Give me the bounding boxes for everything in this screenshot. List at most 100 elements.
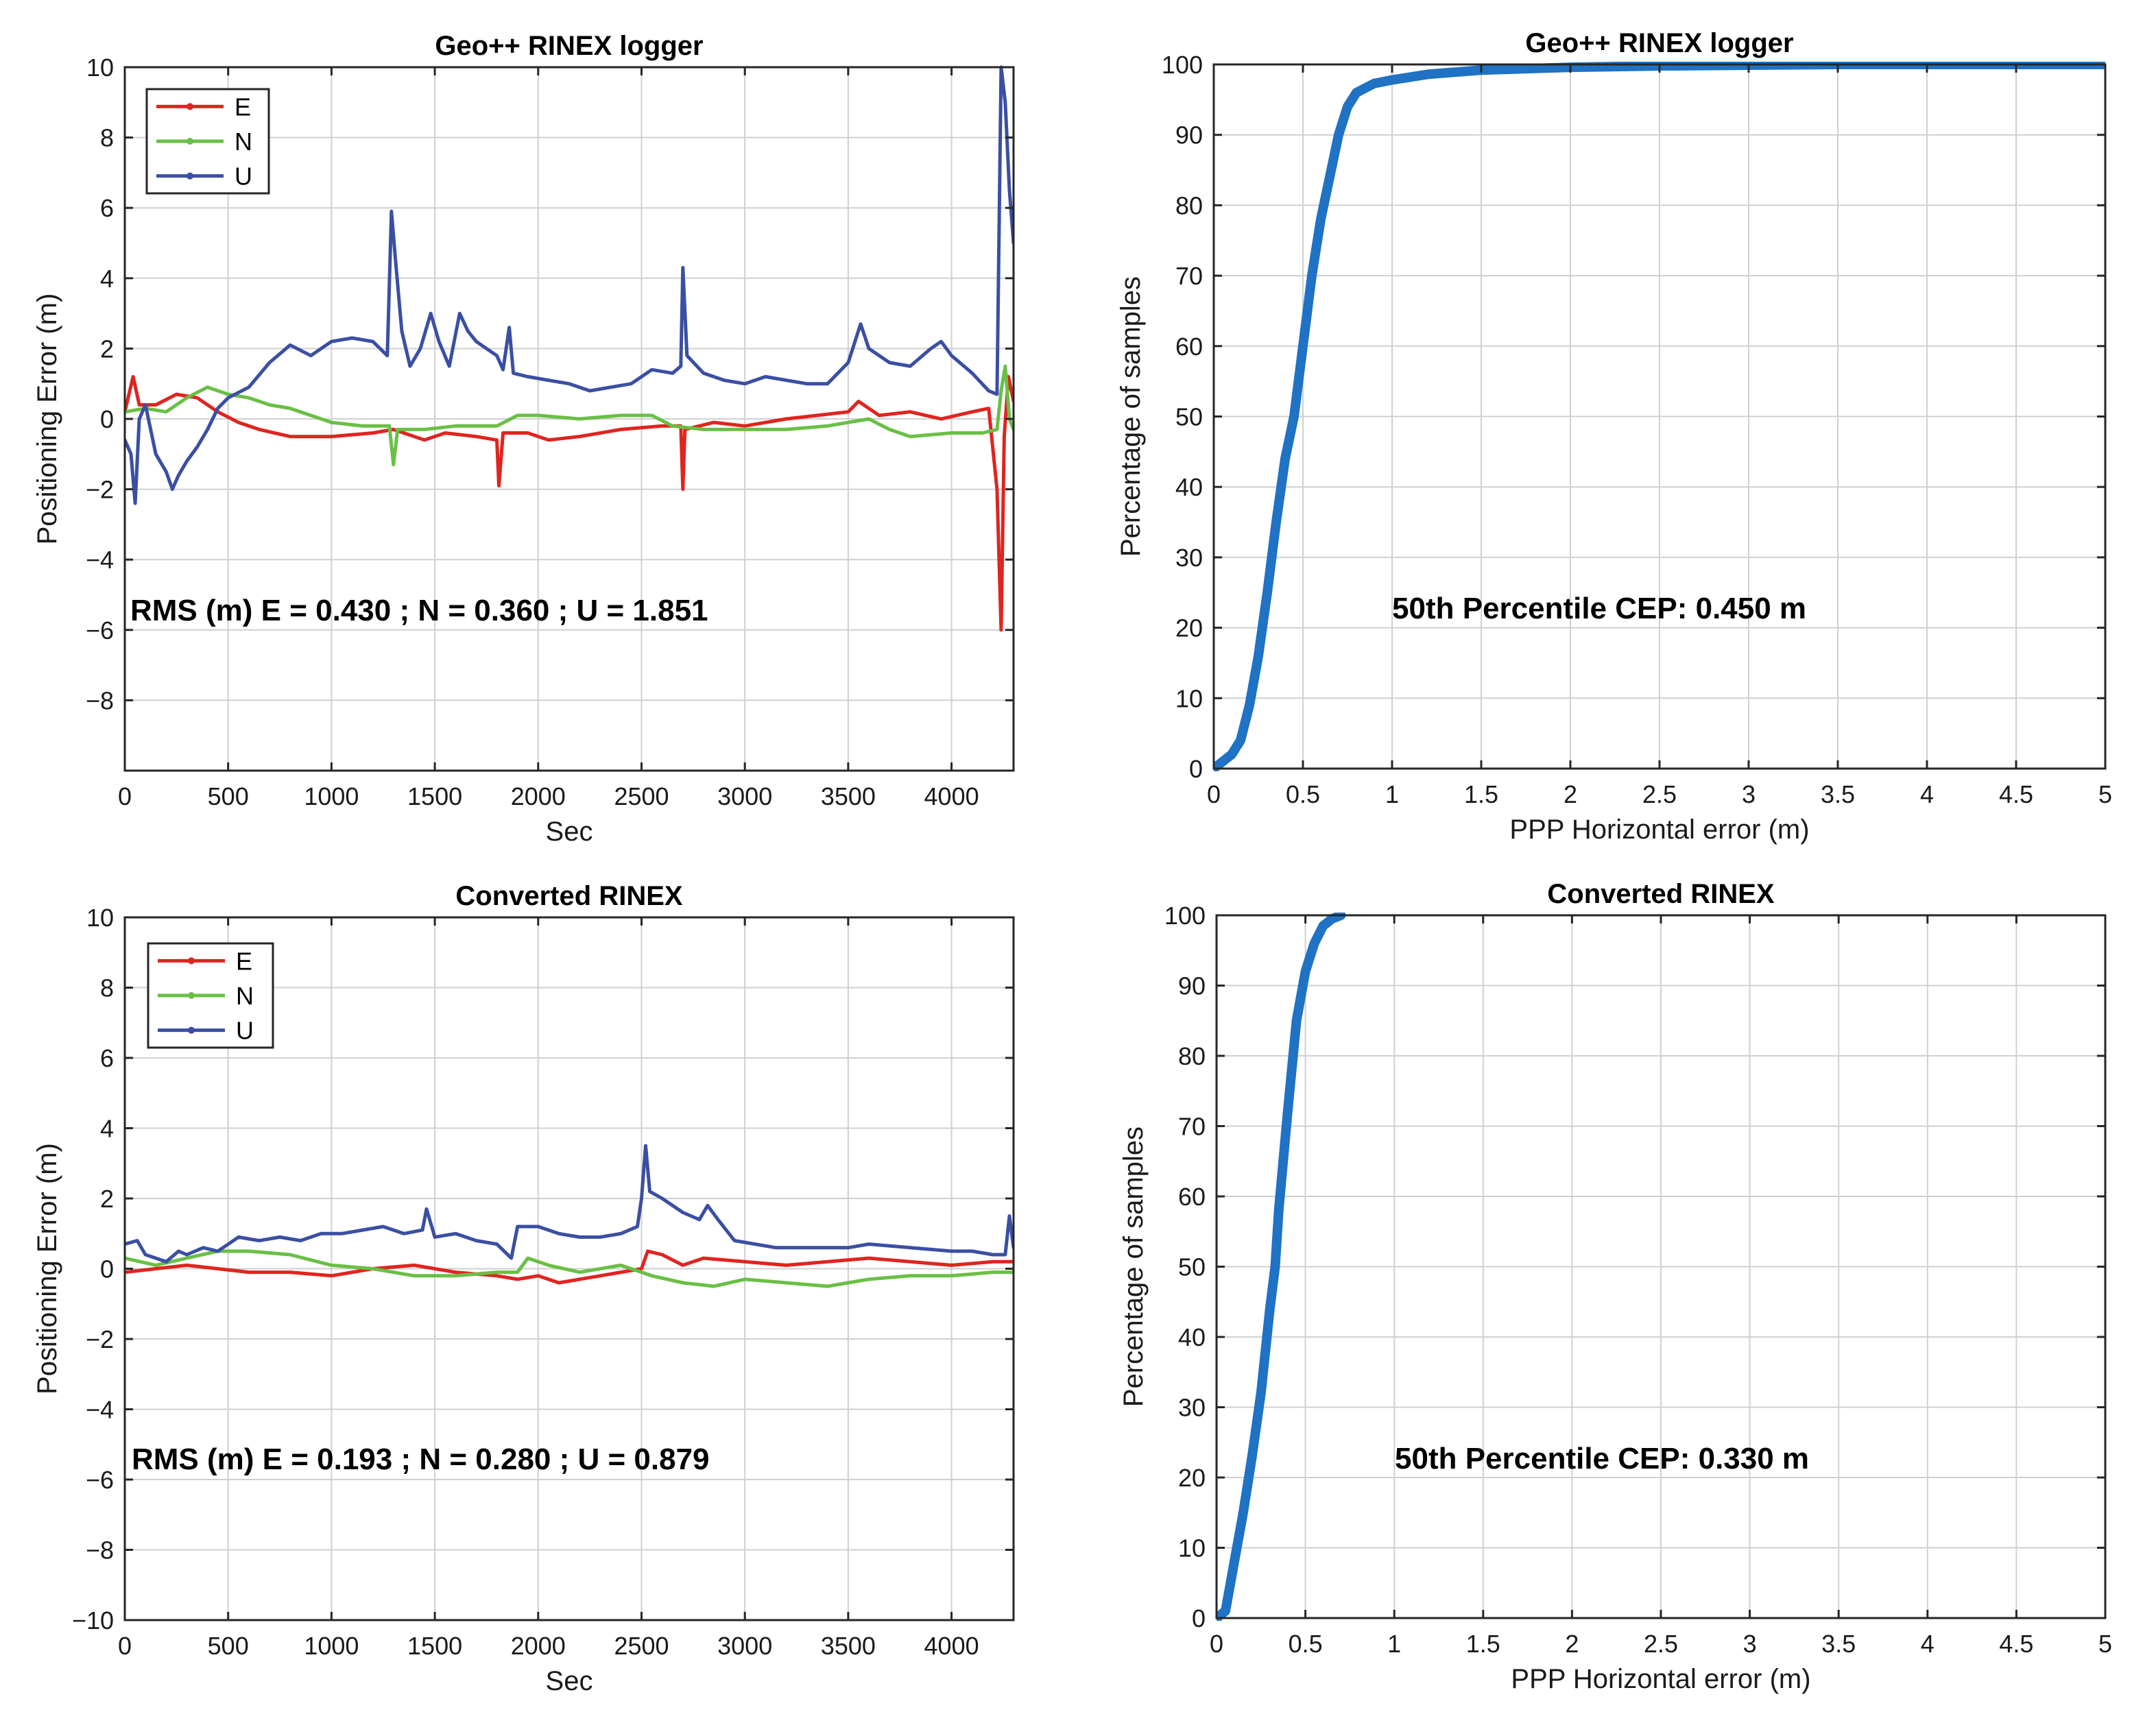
series-group	[125, 65, 1014, 632]
series-line-cdf	[1217, 913, 1346, 1621]
x-tick-label: 3500	[821, 1632, 876, 1660]
x-tick-label: 3.5	[1821, 1630, 1856, 1658]
y-tick-label: 40	[1178, 1323, 1206, 1351]
y-tick-label: −4	[86, 546, 114, 574]
legend-label-e: E	[235, 93, 251, 121]
y-tick-label: 20	[1178, 1464, 1206, 1492]
y-tick-label: 4	[100, 1115, 114, 1143]
y-tick-label: 60	[1175, 333, 1203, 361]
y-tick-label: −8	[86, 686, 114, 714]
y-tick-label: 4	[100, 265, 114, 293]
chart-enu_geo: 0 500 1000 1500 2000 2500 3000 3500 4000 −8 −6 −4 −2…	[32, 31, 1015, 847]
annotation-text: 50th Percentile CEP: 0.450 m	[1392, 592, 1806, 625]
x-tick-label: 3500	[821, 782, 876, 810]
y-tick-label: −2	[86, 476, 114, 504]
x-tick-label: 1	[1387, 1630, 1401, 1658]
x-tick-label: 0	[118, 782, 132, 810]
y-tick-label: 10	[1175, 684, 1203, 712]
y-tick-label: −4	[86, 1396, 114, 1424]
y-tick-label: 10	[86, 53, 114, 82]
y-tick-label: 30	[1175, 544, 1203, 572]
series-line-e	[125, 1249, 1014, 1285]
x-tick-label: 3000	[717, 1632, 772, 1660]
x-tick-label: 5	[2098, 780, 2112, 808]
legend-marker-u	[187, 172, 193, 180]
y-tick-label: 10	[1178, 1534, 1206, 1563]
x-tick-label: 2	[1565, 1630, 1579, 1658]
x-tick-label: 1500	[407, 782, 462, 810]
x-tick-label: 3	[1743, 1630, 1757, 1658]
chart-title: Converted RINEX	[1547, 879, 1774, 909]
legend-label-u: U	[235, 162, 252, 191]
x-axis-label: Sec	[546, 817, 593, 847]
y-tick-label: 90	[1178, 972, 1206, 1000]
x-tick-label: 4	[1921, 1630, 1935, 1658]
y-tick-label: −6	[86, 616, 114, 644]
x-tick-label: 3.5	[1821, 780, 1855, 808]
legend-marker-e	[188, 957, 195, 965]
x-tick-label: 2.5	[1644, 1630, 1678, 1658]
legend: ENU	[145, 88, 270, 195]
legend-marker-e	[187, 103, 193, 110]
y-tick-label: −10	[72, 1606, 114, 1634]
x-tick-label: 4	[1920, 780, 1934, 808]
y-tick-label: 2	[100, 335, 114, 363]
legend-label-u: U	[236, 1017, 254, 1045]
x-tick-label: 4000	[924, 1632, 979, 1660]
y-tick-label: 6	[100, 1044, 114, 1072]
series-line-e	[125, 374, 1014, 632]
y-axis-label: Percentage of samples	[1118, 1126, 1149, 1407]
x-tick-label: 0.5	[1286, 780, 1320, 808]
annotation-text: RMS (m) E = 0.430 ; N = 0.360 ; U = 1.85…	[130, 594, 708, 627]
x-tick-label: 0	[1207, 780, 1221, 808]
y-tick-label: −8	[86, 1536, 114, 1565]
y-tick-label: 90	[1175, 121, 1203, 149]
chart-cdf_geo: 0 0.5 1 1.5 2 2.5 3 3.5 4 4.5 50102030405060708090…	[1116, 28, 2112, 845]
legend-marker-n	[188, 992, 195, 999]
y-tick-label: 10	[86, 904, 114, 932]
x-tick-label: 2500	[614, 782, 669, 810]
y-tick-label: 100	[1164, 902, 1206, 930]
y-tick-label: 0	[100, 405, 114, 433]
x-tick-label: 3000	[717, 782, 772, 810]
chart-title: Geo++ RINEX logger	[435, 31, 703, 61]
x-tick-label: 4.5	[1999, 780, 2033, 808]
y-tick-label: 100	[1162, 51, 1203, 79]
y-tick-label: 70	[1175, 262, 1203, 290]
y-tick-label: 70	[1178, 1113, 1206, 1141]
x-axis-label: PPP Horizontal error (m)	[1511, 1664, 1810, 1694]
legend-label-e: E	[236, 947, 252, 975]
legend: ENU	[147, 942, 274, 1049]
series-group	[1217, 913, 1346, 1621]
x-tick-label: 1500	[407, 1632, 462, 1660]
y-tick-label: 2	[100, 1185, 114, 1213]
series-group	[125, 1144, 1014, 1288]
series-line-u	[125, 1144, 1014, 1264]
series-line-n	[125, 1249, 1014, 1288]
chart-title: Geo++ RINEX logger	[1525, 28, 1793, 58]
chart-title: Converted RINEX	[455, 881, 682, 911]
y-tick-label: −6	[86, 1466, 114, 1494]
legend-label-n: N	[236, 982, 254, 1010]
y-tick-label: 0	[1189, 755, 1203, 783]
y-tick-label: 20	[1175, 614, 1203, 642]
x-tick-label: 0.5	[1289, 1630, 1323, 1658]
x-tick-label: 1.5	[1466, 1630, 1500, 1658]
chart-enu_conv: 0 500 1000 1500 2000 2500 3000 3500 4000 −10 −8 −6 −…	[32, 881, 1015, 1696]
legend-marker-n	[187, 138, 193, 145]
series-line-cdf	[1214, 62, 2105, 771]
y-tick-label: 80	[1175, 191, 1203, 219]
legend-label-n: N	[235, 128, 252, 156]
y-tick-label: 0	[1192, 1604, 1206, 1632]
y-axis-label: Positioning Error (m)	[32, 293, 62, 545]
y-tick-label: 50	[1175, 403, 1203, 431]
x-tick-label: 2000	[511, 1632, 566, 1660]
x-axis-label: Sec	[546, 1666, 593, 1696]
y-tick-label: 40	[1175, 473, 1203, 501]
x-tick-label: 500	[208, 782, 249, 810]
annotation-text: RMS (m) E = 0.193 ; N = 0.280 ; U = 0.87…	[132, 1443, 710, 1476]
x-tick-label: 3	[1742, 780, 1756, 808]
x-tick-label: 1000	[304, 782, 359, 810]
x-axis-label: PPP Horizontal error (m)	[1509, 815, 1809, 845]
